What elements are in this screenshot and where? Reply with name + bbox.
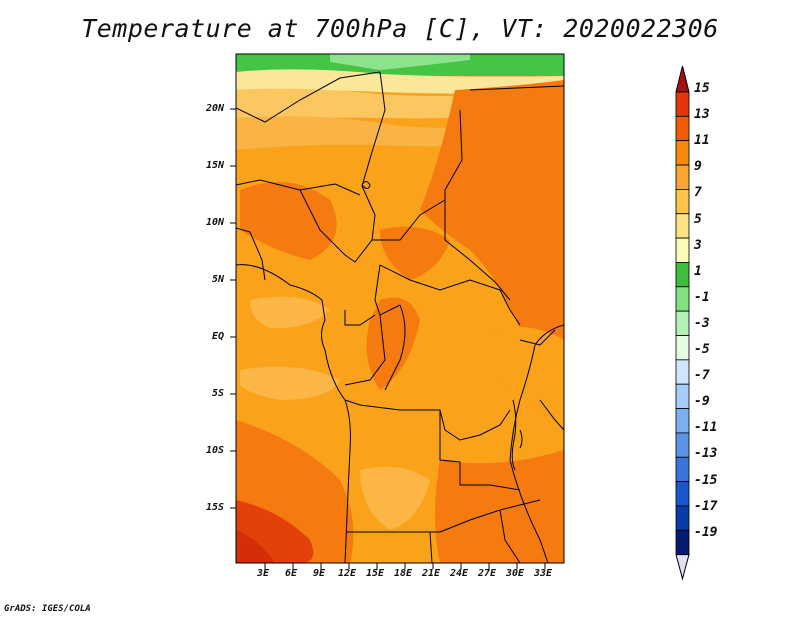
lat-label: 15N	[206, 160, 225, 171]
lat-label: 5S	[212, 388, 225, 399]
colorbar-swatch	[675, 383, 690, 409]
lat-label: 10S	[206, 445, 225, 456]
colorbar-label: -11	[694, 420, 718, 436]
lon-label: 12E	[338, 568, 357, 579]
colorbar-label: -19	[694, 524, 718, 540]
colorbar-label: 1	[694, 263, 702, 279]
colorbar-swatch	[675, 286, 690, 312]
lon-label: 33E	[534, 568, 553, 579]
axis-ticks	[230, 108, 546, 569]
temperature-field	[236, 54, 564, 563]
colorbar-top-arrow	[675, 65, 690, 93]
colorbar-swatch	[675, 164, 690, 190]
lat-label: 5N	[212, 274, 225, 285]
colorbar-swatch	[675, 213, 690, 239]
colorbar-label: -5	[694, 342, 710, 357]
map-frame	[235, 53, 565, 564]
colorbar-swatch	[675, 335, 690, 361]
colorbar-swatch	[675, 505, 690, 531]
colorbar-label: -7	[694, 368, 710, 384]
lat-label: 10N	[206, 217, 225, 228]
lon-label: 18E	[394, 568, 413, 579]
colorbar-swatch	[675, 115, 690, 142]
colorbar-label: 7	[694, 185, 702, 201]
colorbar-label: 11	[694, 133, 710, 149]
colorbar-swatch	[675, 408, 690, 434]
country-borders	[236, 71, 564, 563]
colorbar-swatch	[675, 529, 690, 556]
lon-label: 3E	[257, 568, 270, 579]
colorbar-swatch	[675, 481, 690, 507]
colorbar-label: 13	[694, 107, 710, 123]
colorbar-label: -1	[694, 289, 710, 305]
colorbar-label: -17	[694, 498, 718, 514]
colorbar-swatch	[675, 237, 690, 263]
chart-title: Temperature at 700hPa [C], VT: 202002230…	[81, 14, 719, 43]
colorbar-label: 9	[694, 159, 702, 175]
colorbar-swatch	[675, 91, 690, 117]
colorbar-label: 5	[694, 211, 702, 227]
colorbar-swatch	[675, 456, 690, 483]
lat-label: EQ	[212, 331, 225, 342]
colorbar-bottom-arrow	[675, 554, 690, 581]
warm-east	[420, 80, 564, 380]
colorbar-swatch	[675, 432, 690, 458]
lat-label: 15S	[206, 502, 225, 513]
colorbar-swatch	[675, 140, 690, 166]
lon-label: 9E	[313, 568, 326, 579]
lat-label: 20N	[206, 103, 225, 114]
colorbar-label: -15	[694, 472, 718, 488]
colorbar-swatch	[675, 310, 690, 336]
colorbar-label: -3	[694, 315, 710, 331]
colorbar-swatch	[675, 262, 690, 288]
colorbar-label: -13	[694, 446, 718, 462]
colorbar-label: 3	[694, 237, 702, 253]
lon-label: 21E	[422, 568, 441, 579]
lon-label: 30E	[506, 568, 525, 579]
credit-text: GrADS: IGES/COLA	[4, 604, 91, 614]
colorbar	[675, 65, 690, 581]
lon-label: 15E	[366, 568, 385, 579]
colorbar-label: 15	[694, 81, 710, 96]
colorbar-swatch	[675, 359, 690, 385]
colorbar-label: -9	[694, 394, 710, 410]
lon-label: 6E	[285, 568, 298, 579]
colorbar-swatch	[675, 188, 690, 215]
lon-label: 27E	[478, 568, 497, 579]
lon-label: 24E	[450, 568, 469, 579]
